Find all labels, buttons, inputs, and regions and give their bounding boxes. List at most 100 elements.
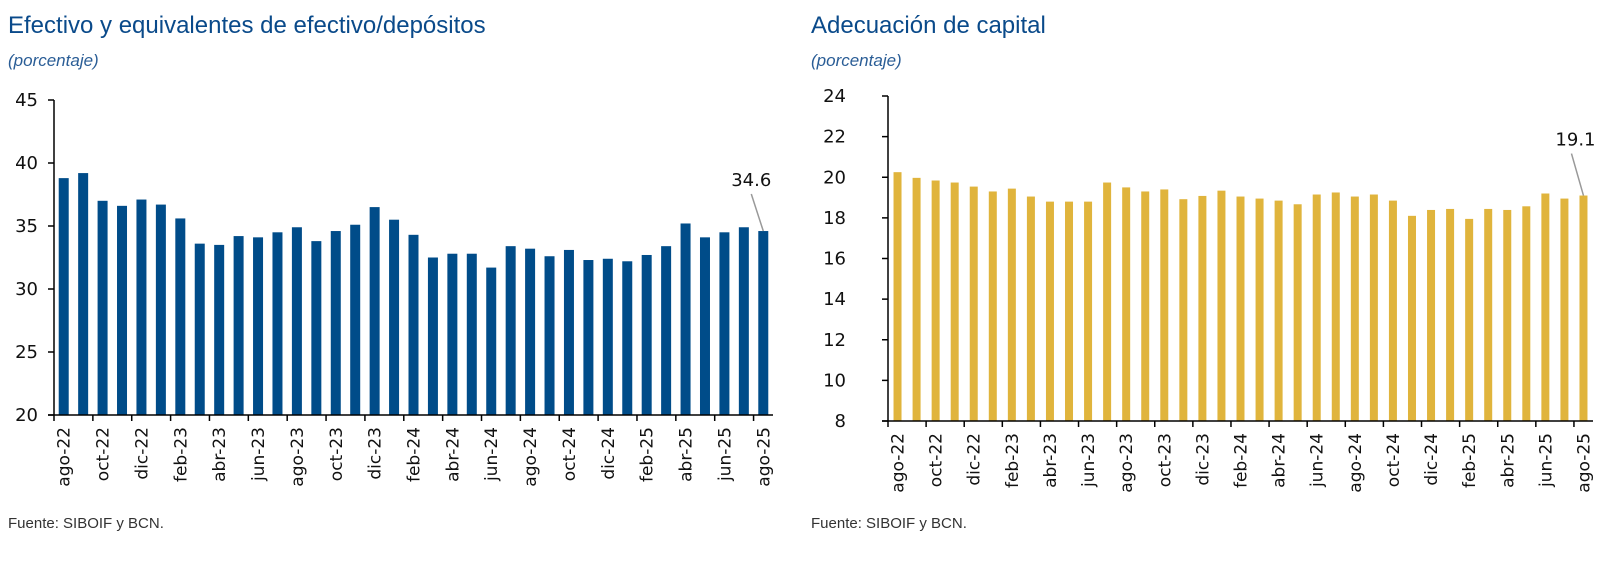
x-tick-label: jun-24	[1308, 433, 1328, 488]
bar-oct-22	[97, 200, 108, 415]
bar-jul-25	[1560, 198, 1569, 421]
bar-jul-24	[1331, 192, 1340, 421]
annotation-leader-line	[1570, 153, 1585, 196]
x-tick-label: dic-24	[1422, 433, 1442, 486]
annotation-leader-line	[750, 193, 764, 232]
x-tick-label: oct-22	[94, 427, 114, 481]
bar-abr-25	[680, 223, 691, 415]
bar-ene-25	[1446, 208, 1455, 421]
x-tick-label: ago-22	[889, 433, 909, 493]
bar-ene-25	[622, 261, 633, 415]
x-tick-label: dic-22	[965, 433, 985, 486]
bar-ago-24	[1350, 196, 1359, 421]
bar-dic-22	[969, 186, 978, 421]
bar-ago-23	[291, 227, 302, 415]
x-tick-label: ago-25	[754, 427, 774, 487]
y-tick-label: 40	[15, 153, 38, 174]
x-tick-label: jun-23	[249, 427, 269, 482]
bar-ago-23	[1122, 187, 1131, 421]
chart-title: Efectivo y equivalentes de efectivo/depó…	[8, 12, 486, 39]
chart-subtitle: (porcentaje)	[8, 51, 99, 70]
bar-jul-24	[505, 246, 516, 415]
bar-ene-23	[155, 204, 166, 415]
bar-sep-22	[912, 177, 921, 421]
y-tick-label: 12	[823, 330, 846, 351]
bar-nov-22	[950, 182, 959, 421]
chart-cash-deposits: 20 25 30 35 40 45 ago-22 oct-22 dic-22 feb-23 abr-…	[15, 90, 774, 487]
bar-mar-24	[1255, 198, 1264, 421]
bar-feb-24	[1236, 196, 1245, 421]
x-tick-label: dic-23	[366, 427, 386, 480]
bar-dic-24	[1427, 209, 1436, 421]
bar-dic-23	[369, 207, 380, 415]
x-tick-label: jun-25	[1536, 433, 1556, 488]
x-tick-label: ago-22	[55, 427, 75, 487]
bar-sep-23	[1141, 191, 1150, 421]
bar-may-25	[1522, 206, 1531, 421]
x-tick-label: ago-25	[1574, 433, 1594, 493]
bar-nov-22	[117, 205, 128, 415]
bar-jun-25	[719, 232, 730, 415]
x-tick-label: feb-24	[1232, 433, 1252, 488]
y-tick-label: 30	[15, 279, 38, 300]
y-tick-label: 16	[823, 249, 846, 270]
bar-ene-24	[1217, 190, 1226, 421]
bar-abr-25	[1503, 209, 1512, 421]
x-tick-label: jun-24	[482, 427, 502, 482]
bar-sep-24	[1369, 194, 1378, 421]
x-tick-label: feb-25	[1460, 433, 1480, 488]
bar-nov-23	[1179, 199, 1188, 421]
y-tick-label: 25	[15, 342, 38, 363]
bar-feb-24	[408, 234, 419, 415]
bar-nov-23	[350, 224, 361, 415]
bar-sep-23	[311, 241, 322, 415]
x-tick-label: feb-23	[1003, 433, 1023, 488]
x-tick-label: abr-25	[1498, 433, 1518, 488]
x-tick-label: abr-24	[1270, 433, 1290, 488]
x-tick-label: abr-25	[677, 427, 697, 482]
x-tick-label: abr-24	[443, 427, 463, 482]
bar-may-25	[699, 237, 710, 415]
bar-mar-24	[427, 257, 438, 415]
bar-jul-23	[272, 232, 283, 415]
bar-abr-23	[214, 244, 225, 415]
x-tick-label: oct-24	[1384, 433, 1404, 487]
x-tick-label: feb-25	[638, 427, 658, 482]
bar-jul-23	[1103, 182, 1112, 421]
x-tick-label: feb-23	[171, 427, 191, 482]
bar-mar-25	[661, 246, 672, 415]
x-tick-label: jun-25	[715, 427, 735, 482]
x-tick-label: ago-24	[1346, 433, 1366, 493]
bar-abr-24	[447, 253, 458, 415]
chart-panel-cash-deposits: Efectivo y equivalentes de efectivo/depó…	[0, 0, 800, 562]
y-tick-label: 10	[823, 370, 846, 391]
bar-nov-24	[1407, 215, 1416, 421]
y-tick-label: 14	[823, 289, 846, 310]
bar-may-23	[1065, 201, 1074, 421]
bar-may-24	[466, 253, 477, 415]
x-tick-label: ago-24	[521, 427, 541, 487]
chart-capital-adequacy: 8 10 12 14 16 18 20 22 24 ago-22 oct-22 dic-22 feb-2…	[823, 86, 1595, 493]
bar-ago-25	[758, 231, 769, 415]
bar-jun-24	[1312, 194, 1321, 421]
y-tick-label: 8	[835, 411, 846, 432]
bar-abr-24	[1274, 200, 1283, 421]
x-tick-label: jun-23	[1079, 433, 1099, 488]
bar-feb-23	[1007, 188, 1016, 421]
y-tick-label: 35	[15, 216, 38, 237]
x-tick-label: oct-23	[327, 427, 347, 481]
bar-ago-22	[893, 172, 902, 421]
y-tick-label: 24	[823, 86, 846, 107]
y-tick-label: 18	[823, 208, 846, 229]
x-tick-label: ago-23	[1117, 433, 1137, 493]
bar-nov-24	[583, 260, 594, 415]
x-tick-label: feb-24	[405, 427, 425, 482]
chart-panel-capital-adequacy: Adecuación de capital (porcentaje) 8 10 12…	[805, 0, 1613, 562]
bar-oct-22	[931, 180, 940, 421]
chart-title: Adecuación de capital	[811, 12, 1046, 39]
bar-abr-23	[1045, 201, 1054, 421]
bar-may-24	[1293, 204, 1302, 421]
bar-feb-25	[1465, 218, 1474, 421]
y-tick-label: 45	[15, 90, 38, 111]
x-tick-label: abr-23	[210, 427, 230, 482]
